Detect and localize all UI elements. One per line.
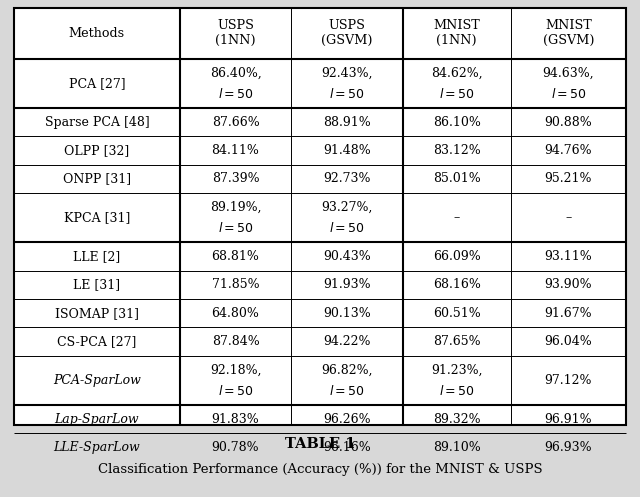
- Bar: [14, 8, 626, 425]
- Text: 89.32%: 89.32%: [433, 413, 481, 425]
- Text: 83.12%: 83.12%: [433, 144, 481, 157]
- Text: 91.83%: 91.83%: [212, 413, 259, 425]
- Text: $l = 50$: $l = 50$: [218, 221, 253, 235]
- Text: $l = 50$: $l = 50$: [329, 384, 365, 398]
- Text: 60.51%: 60.51%: [433, 307, 481, 320]
- Text: Lap-SparLow: Lap-SparLow: [54, 413, 140, 425]
- Text: –: –: [454, 211, 460, 224]
- Text: 90.88%: 90.88%: [545, 116, 593, 129]
- Text: –: –: [565, 211, 572, 224]
- Text: LLE [2]: LLE [2]: [74, 250, 120, 263]
- Text: $l = 50$: $l = 50$: [550, 87, 586, 101]
- Text: 96.26%: 96.26%: [323, 413, 371, 425]
- Text: 71.85%: 71.85%: [212, 278, 259, 291]
- Text: USPS
(1NN): USPS (1NN): [215, 19, 256, 47]
- Text: 91.23%,: 91.23%,: [431, 363, 483, 377]
- Text: 84.11%: 84.11%: [212, 144, 259, 157]
- Text: 90.78%: 90.78%: [212, 441, 259, 454]
- Text: CS-PCA [27]: CS-PCA [27]: [57, 335, 136, 348]
- Text: 68.16%: 68.16%: [433, 278, 481, 291]
- Text: USPS
(GSVM): USPS (GSVM): [321, 19, 372, 47]
- Text: 86.40%,: 86.40%,: [210, 67, 261, 80]
- Text: 92.43%,: 92.43%,: [321, 67, 372, 80]
- Text: 88.91%: 88.91%: [323, 116, 371, 129]
- Text: 91.67%: 91.67%: [545, 307, 592, 320]
- Text: ISOMAP [31]: ISOMAP [31]: [55, 307, 139, 320]
- Text: 85.01%: 85.01%: [433, 172, 481, 185]
- Text: 96.91%: 96.91%: [545, 413, 592, 425]
- Text: 97.12%: 97.12%: [545, 374, 592, 387]
- Text: 93.27%,: 93.27%,: [321, 201, 372, 214]
- Text: 66.09%: 66.09%: [433, 250, 481, 263]
- Text: MNIST
(1NN): MNIST (1NN): [433, 19, 480, 47]
- Text: 96.16%: 96.16%: [323, 441, 371, 454]
- Text: $l = 50$: $l = 50$: [439, 87, 475, 101]
- Text: $l = 50$: $l = 50$: [218, 87, 253, 101]
- Text: 89.10%: 89.10%: [433, 441, 481, 454]
- Text: $l = 50$: $l = 50$: [439, 384, 475, 398]
- Text: 94.22%: 94.22%: [323, 335, 371, 348]
- Text: 87.66%: 87.66%: [212, 116, 259, 129]
- Bar: [14, 8, 626, 425]
- Text: 87.65%: 87.65%: [433, 335, 481, 348]
- Text: 91.93%: 91.93%: [323, 278, 371, 291]
- Text: OLPP [32]: OLPP [32]: [64, 144, 129, 157]
- Text: LLE-SparLow: LLE-SparLow: [54, 441, 140, 454]
- Text: 92.73%: 92.73%: [323, 172, 371, 185]
- Text: 96.82%,: 96.82%,: [321, 363, 372, 377]
- Text: Sparse PCA [48]: Sparse PCA [48]: [45, 116, 149, 129]
- Text: 68.81%: 68.81%: [212, 250, 259, 263]
- Text: Methods: Methods: [69, 27, 125, 40]
- Text: 93.90%: 93.90%: [545, 278, 592, 291]
- Text: 84.62%,: 84.62%,: [431, 67, 483, 80]
- Text: TABLE 1: TABLE 1: [285, 437, 355, 451]
- Text: LE [31]: LE [31]: [74, 278, 120, 291]
- Text: 94.63%,: 94.63%,: [543, 67, 595, 80]
- Text: Classification Performance (Accuracy (%)) for the MNIST & USPS: Classification Performance (Accuracy (%)…: [98, 463, 542, 476]
- Text: 90.13%: 90.13%: [323, 307, 371, 320]
- Text: 92.18%,: 92.18%,: [210, 363, 261, 377]
- Text: 86.10%: 86.10%: [433, 116, 481, 129]
- Text: PCA-SparLow: PCA-SparLow: [53, 374, 141, 387]
- Text: 87.39%: 87.39%: [212, 172, 259, 185]
- Text: KPCA [31]: KPCA [31]: [64, 211, 130, 224]
- Text: 95.21%: 95.21%: [545, 172, 592, 185]
- Text: 96.93%: 96.93%: [545, 441, 592, 454]
- Text: $l = 50$: $l = 50$: [329, 87, 365, 101]
- Text: $l = 50$: $l = 50$: [218, 384, 253, 398]
- Text: 87.84%: 87.84%: [212, 335, 259, 348]
- Text: 64.80%: 64.80%: [212, 307, 259, 320]
- Text: 90.43%: 90.43%: [323, 250, 371, 263]
- Text: 91.48%: 91.48%: [323, 144, 371, 157]
- Text: PCA [27]: PCA [27]: [68, 77, 125, 90]
- Text: MNIST
(GSVM): MNIST (GSVM): [543, 19, 594, 47]
- Text: ONPP [31]: ONPP [31]: [63, 172, 131, 185]
- Text: 94.76%: 94.76%: [545, 144, 592, 157]
- Text: 93.11%: 93.11%: [545, 250, 593, 263]
- Text: 89.19%,: 89.19%,: [210, 201, 261, 214]
- Text: $l = 50$: $l = 50$: [329, 221, 365, 235]
- Text: 96.04%: 96.04%: [545, 335, 593, 348]
